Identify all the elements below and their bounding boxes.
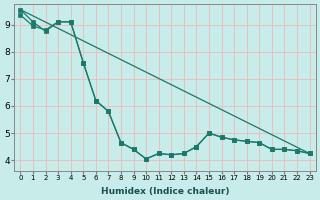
X-axis label: Humidex (Indice chaleur): Humidex (Indice chaleur) xyxy=(101,187,229,196)
